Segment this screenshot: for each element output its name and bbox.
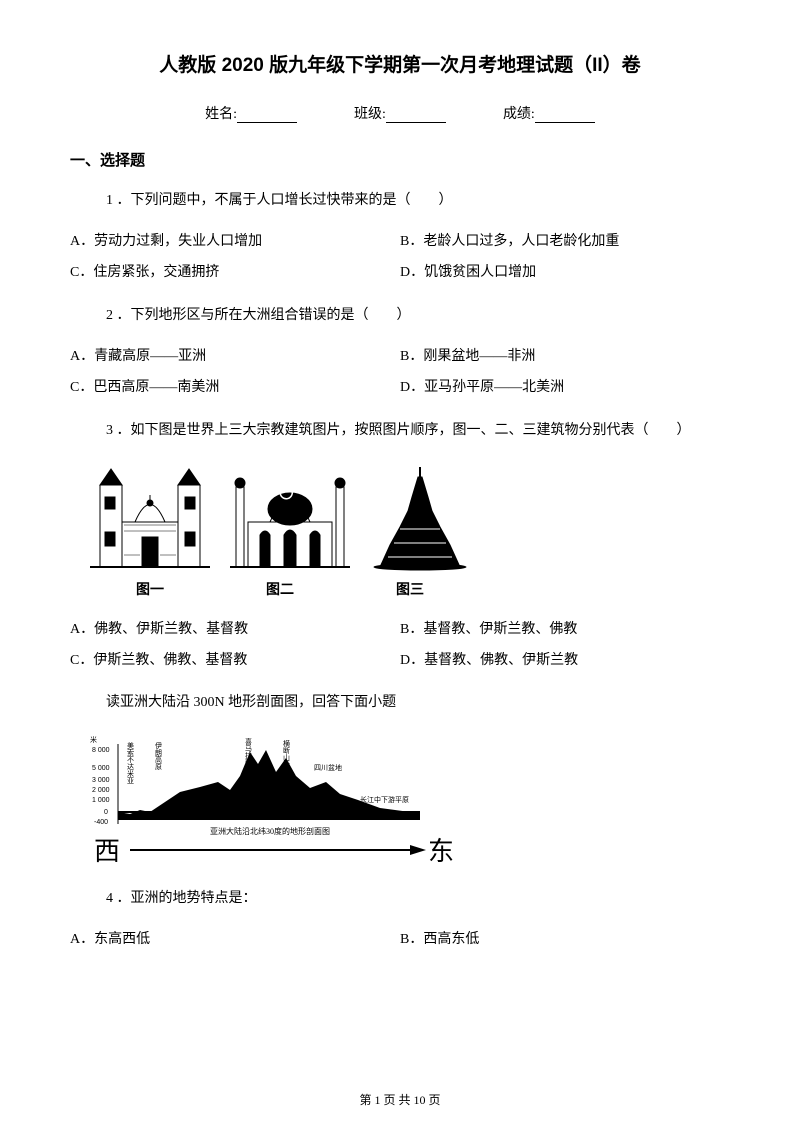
figure-buildings	[90, 459, 730, 571]
q2-stem: 2 ．下列地形区与所在大洲组合错误的是（ ）	[106, 303, 730, 328]
class-blank	[386, 109, 446, 123]
q3-opt-b: B．基督教、伊斯兰教、佛教	[400, 615, 730, 646]
q4-stem: 4 ．亚洲的地势特点是：	[106, 886, 730, 911]
cap3: 图三	[350, 579, 470, 599]
cap1: 图一	[90, 579, 210, 599]
section-heading: 一、选择题	[70, 149, 730, 170]
figure-profile: 8 000 5 000 3 000 2 000 1 000 0 -400 米 美…	[90, 732, 730, 872]
svg-text:西: 西	[94, 837, 120, 866]
svg-text:-400: -400	[94, 819, 108, 826]
q1-opt-c: C．住房紧张，交通拥挤	[70, 258, 400, 289]
svg-text:横断山脉: 横断山脉	[283, 739, 291, 768]
name-label: 姓名:	[205, 107, 237, 122]
svg-text:米: 米	[90, 735, 97, 744]
svg-text:四川盆地: 四川盆地	[314, 763, 342, 772]
svg-text:美索不达米亚: 美索不达米亚	[127, 741, 135, 784]
cap2: 图二	[210, 579, 350, 599]
svg-text:0: 0	[104, 809, 108, 816]
page-title: 人教版 2020 版九年级下学期第一次月考地理试题（II）卷	[70, 50, 730, 77]
q2-opt-b: B．刚果盆地——非洲	[400, 342, 730, 373]
svg-text:2 000: 2 000	[92, 787, 110, 794]
q4-options: A．东高西低 B．西高东低	[70, 925, 730, 956]
score-blank	[535, 109, 595, 123]
q1-opt-b: B．老龄人口过多，人口老龄化加重	[400, 227, 730, 258]
q2-opt-d: D．亚马孙平原——北美洲	[400, 373, 730, 404]
svg-text:1 000: 1 000	[92, 797, 110, 804]
q2-opt-c: C．巴西高原——南美洲	[70, 373, 400, 404]
q3-opt-a: A．佛教、伊斯兰教、基督教	[70, 615, 400, 646]
svg-text:亚洲大陆沿北纬30度的地形剖面图: 亚洲大陆沿北纬30度的地形剖面图	[210, 826, 330, 836]
q2-options: A．青藏高原——亚洲 B．刚果盆地——非洲 C．巴西高原——南美洲 D．亚马孙平…	[70, 342, 730, 404]
info-line: 姓名: 班级: 成绩:	[70, 103, 730, 123]
q3-stem: 3 ．如下图是世界上三大宗教建筑图片，按照图片顺序，图一、二、三建筑物分别代表（…	[106, 418, 730, 443]
q2-opt-a: A．青藏高原——亚洲	[70, 342, 400, 373]
q3-opt-d: D．基督教、佛教、伊斯兰教	[400, 646, 730, 677]
q4-intro: 读亚洲大陆沿 300N 地形剖面图，回答下面小题	[106, 690, 730, 715]
svg-text:长江中下游平原: 长江中下游平原	[360, 795, 409, 804]
svg-text:喜马拉雅山: 喜马拉雅山	[245, 737, 253, 774]
q4-opt-a: A．东高西低	[70, 925, 400, 956]
svg-text:伊朗高原: 伊朗高原	[155, 741, 163, 770]
figure-captions: 图一 图二 图三	[90, 579, 730, 599]
class-label: 班级:	[354, 107, 386, 122]
svg-text:3 000: 3 000	[92, 777, 110, 784]
svg-text:5 000: 5 000	[92, 765, 110, 772]
svg-text:8 000: 8 000	[92, 747, 110, 754]
q3-options: A．佛教、伊斯兰教、基督教 B．基督教、伊斯兰教、佛教 C．伊斯兰教、佛教、基督…	[70, 615, 730, 677]
q1-stem: 1 ．下列问题中，不属于人口增长过快带来的是（ ）	[106, 188, 730, 213]
q4-opt-b: B．西高东低	[400, 925, 730, 956]
name-blank	[237, 109, 297, 123]
page-footer: 第 1 页 共 10 页	[0, 1091, 800, 1108]
q1-opt-a: A．劳动力过剩，失业人口增加	[70, 227, 400, 258]
q3-opt-c: C．伊斯兰教、佛教、基督教	[70, 646, 400, 677]
svg-text:东: 东	[428, 837, 454, 866]
q1-opt-d: D．饥饿贫困人口增加	[400, 258, 730, 289]
q1-options: A．劳动力过剩，失业人口增加 B．老龄人口过多，人口老龄化加重 C．住房紧张，交…	[70, 227, 730, 289]
score-label: 成绩:	[503, 107, 535, 122]
